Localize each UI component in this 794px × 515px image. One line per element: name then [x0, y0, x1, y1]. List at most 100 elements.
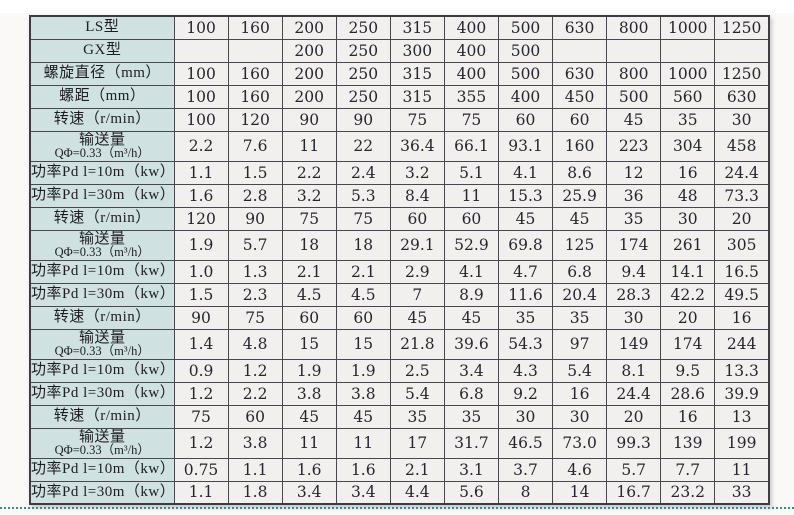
table-cell: 400 [497, 84, 554, 109]
table-cell: 200 [281, 38, 337, 63]
table-cell: 200 [281, 15, 337, 40]
row-label: 功率Pd l=30m（kw） [29, 381, 175, 406]
table-cell: 0.9 [173, 358, 229, 383]
table-cell [606, 38, 662, 63]
table-cell: 45 [552, 206, 608, 231]
table-cell: 33 [714, 480, 770, 505]
table-cell: 60 [552, 107, 608, 132]
table-cell: 500 [606, 84, 662, 109]
row-label-text: 输送量 [78, 132, 126, 148]
table-cell: 35 [552, 305, 608, 330]
table-cell: 1.1 [173, 480, 229, 505]
table-cell [227, 38, 283, 63]
row-label: 输送量 QΦ=0.33（m³/h） [29, 328, 175, 360]
row-label: 功率Pd l=10m（kw） [29, 259, 175, 284]
table-cell: 120 [227, 107, 283, 132]
table-cell: 22 [335, 130, 391, 162]
row-label: 功率Pd l=30m（kw） [29, 282, 175, 307]
table-cell: 20 [714, 206, 770, 231]
table-cell: 400 [443, 38, 499, 63]
row-label: 转速（r/min） [29, 107, 175, 132]
table-cell: 15 [281, 328, 337, 360]
row-sublabel-text: QΦ=0.33（m³/h） [54, 443, 150, 457]
table-cell: 160 [227, 84, 283, 109]
row-label: 输送量 QΦ=0.33（m³/h） [29, 130, 175, 162]
table-cell: 174 [660, 328, 716, 360]
row-label-text: 功率Pd l=30m（kw） [31, 385, 174, 401]
table-row: 功率Pd l=30m（kw） 1.6 2.8 3.2 5.3 8.4 11 15.3 25.9 3… [29, 183, 770, 208]
row-label-text: 转速（r/min） [53, 309, 151, 325]
table-cell: 1.8 [227, 480, 283, 505]
table-cell: 23.2 [660, 480, 716, 505]
table-cell: 250 [335, 61, 391, 86]
table-cell: 2.5 [389, 358, 445, 383]
table-cell: 1.2 [173, 427, 229, 459]
table-cell: 93.1 [497, 130, 554, 162]
table-cell: 8 [497, 480, 554, 505]
table-cell: 1.4 [173, 328, 229, 360]
table-cell: 244 [714, 328, 770, 360]
table-cell: 800 [606, 15, 662, 40]
table-cell: 1.6 [173, 183, 229, 208]
table-cell: 52.9 [443, 229, 499, 261]
table-cell: 160 [552, 130, 608, 162]
row-label-text: 转速（r/min） [53, 408, 151, 424]
row-label: 功率Pd l=10m（kw） [29, 160, 175, 185]
table-cell: 16 [660, 404, 716, 429]
table-cell: 60 [335, 305, 391, 330]
table-cell: 3.1 [443, 457, 499, 482]
table-cell [660, 38, 716, 63]
row-label-text: 功率Pd l=30m（kw） [31, 483, 174, 500]
table-cell: 16.7 [606, 480, 662, 505]
table-cell: 305 [714, 229, 770, 261]
table-cell: 2.1 [389, 457, 445, 482]
table-cell: 1.5 [173, 282, 229, 307]
table-cell: 4.1 [443, 259, 499, 284]
row-label-text: 功率Pd l=10m（kw） [31, 362, 174, 378]
table-cell: 1.9 [335, 358, 391, 383]
table-cell: 149 [606, 328, 662, 360]
table-cell: 4.5 [335, 282, 391, 307]
table-row: 功率Pd l=30m（kw） 1.1 1.8 3.4 3.4 4.4 5.6 8 14 16.7 2… [29, 480, 770, 505]
table-cell: 7 [389, 282, 445, 307]
table-cell: 1000 [660, 61, 716, 86]
table-cell: 69.8 [497, 229, 554, 261]
table-cell: 42.2 [660, 282, 716, 307]
row-label: 转速（r/min） [29, 206, 175, 231]
table-cell: 90 [173, 305, 229, 330]
table-cell: 11 [714, 457, 770, 482]
table-row: 功率Pd l=10m（kw） 0.9 1.2 1.9 1.9 2.5 3.4 4.3 5.4 8.… [29, 358, 770, 383]
row-label: 功率Pd l=30m（kw） [29, 183, 175, 208]
table-row: GX型 200 250 300 400 500 [29, 38, 770, 63]
table-cell: 3.4 [281, 480, 337, 505]
table-cell: 1.2 [173, 381, 229, 406]
table-cell: 560 [660, 84, 716, 109]
table-cell: 250 [335, 84, 391, 109]
table-cell: 12 [606, 160, 662, 185]
table-cell: 1.9 [173, 229, 229, 261]
table-cell: 100 [173, 15, 229, 40]
table-cell: 5.4 [552, 358, 608, 383]
table-cell: 16 [552, 381, 608, 406]
table-cell: 630 [714, 84, 770, 109]
row-label: 螺距（mm） [29, 84, 175, 109]
table-row: 输送量 QΦ=0.33（m³/h） 1.4 4.8 15 15 21.8 39.6 54.3 97… [29, 328, 770, 360]
table-cell: 48 [660, 183, 716, 208]
table-cell: 100 [173, 107, 229, 132]
table-cell: 1250 [714, 61, 770, 86]
table-cell: 60 [389, 206, 445, 231]
table-cell: 16.5 [714, 259, 770, 284]
table-row: 输送量 QΦ=0.33（m³/h） 2.2 7.6 11 22 36.4 66.1 93.1 16… [29, 130, 770, 162]
table-cell: 73.3 [714, 183, 770, 208]
table-cell: 1.2 [227, 358, 283, 383]
table-cell [173, 38, 229, 63]
table-cell: 15.3 [497, 183, 554, 208]
table-cell: 2.4 [335, 160, 391, 185]
table-cell: 1000 [660, 15, 716, 40]
table-cell: 24.4 [714, 160, 770, 185]
table-cell: 1.1 [173, 160, 229, 185]
table-cell: 5.4 [389, 381, 445, 406]
table-cell: 1.1 [227, 457, 283, 482]
table-row: LS型 100 160 200 250 315 400 500 630 800 1000 1250 [29, 15, 770, 40]
row-label: LS型 [29, 15, 175, 40]
